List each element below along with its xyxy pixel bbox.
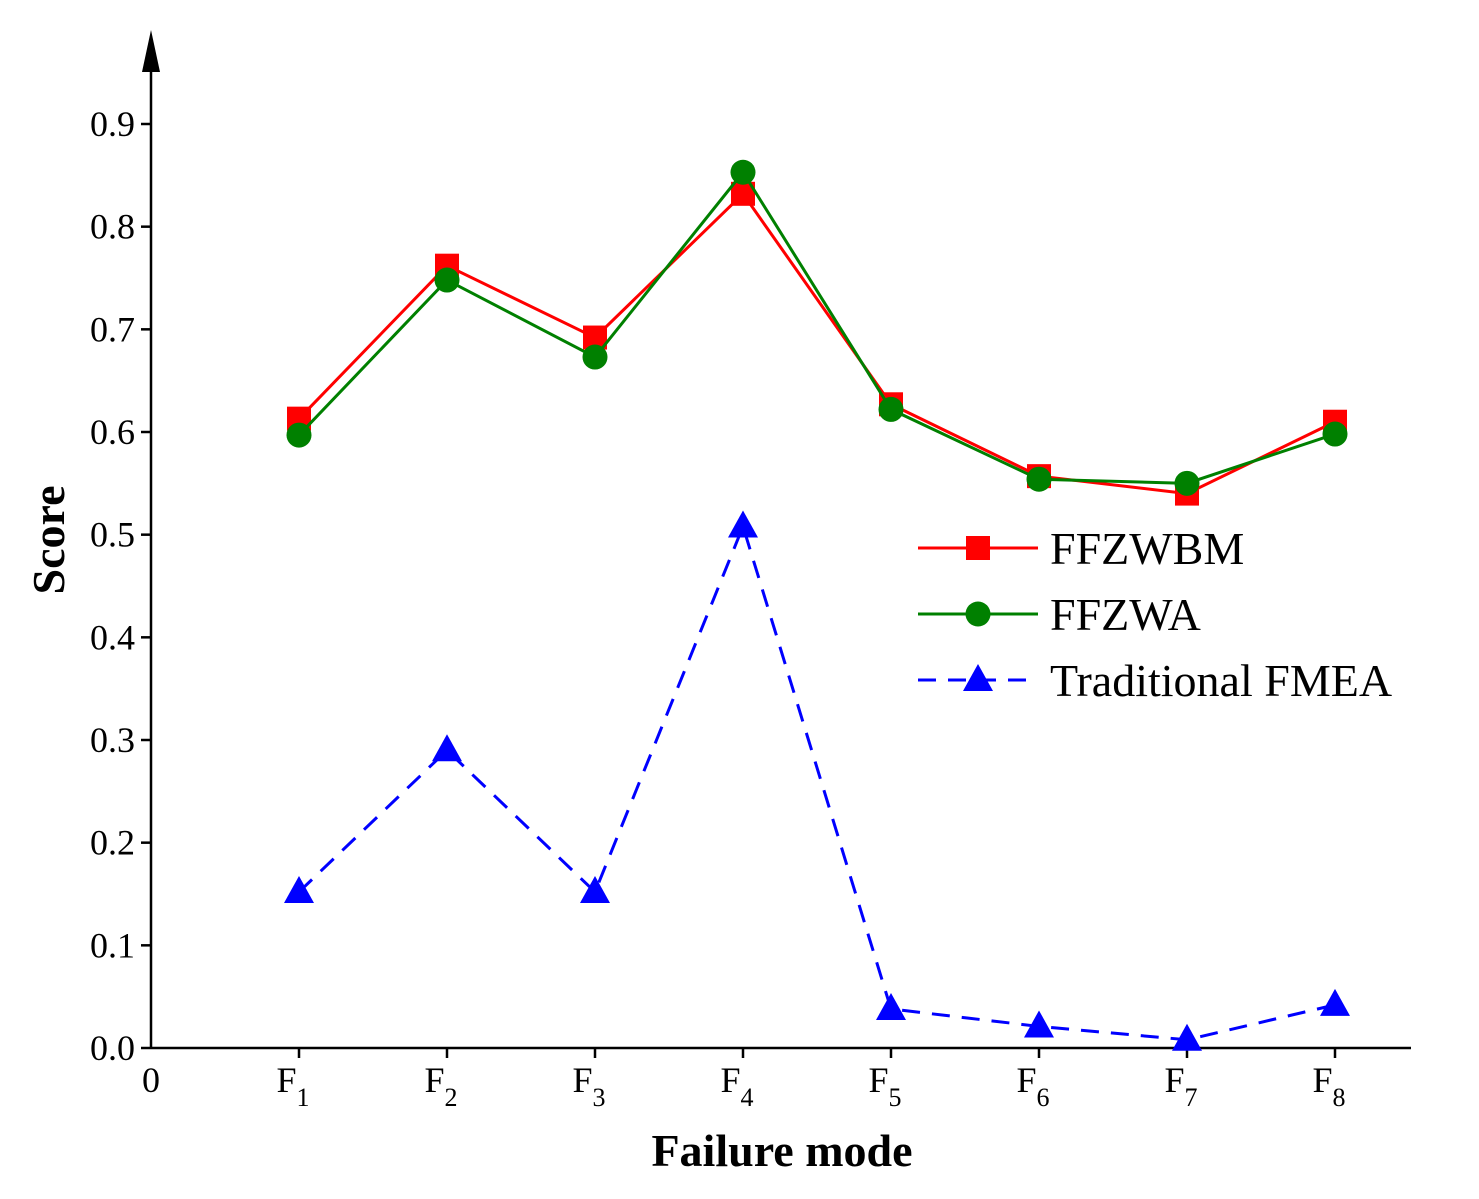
- series-traditional-fmea: [284, 510, 1350, 1051]
- data-point: [582, 344, 608, 370]
- series-ffzwbm: [287, 181, 1347, 506]
- data-point: [1320, 988, 1350, 1016]
- data-point: [286, 422, 312, 448]
- series-layer: [284, 159, 1350, 1051]
- data-point: [580, 875, 610, 903]
- series-line: [297, 169, 1336, 485]
- series-line: [297, 191, 1336, 496]
- legend-item: FFZWBM: [918, 523, 1244, 574]
- data-point: [434, 267, 460, 293]
- x-tick-label: F6: [1016, 1060, 1049, 1112]
- y-tick-label: 0.7: [90, 309, 135, 349]
- legend-label: FFZWA: [1050, 589, 1201, 640]
- data-point: [284, 875, 314, 903]
- legend-label: Traditional FMEA: [1050, 655, 1392, 706]
- legend-marker: [966, 536, 990, 560]
- data-point: [876, 992, 906, 1020]
- data-point: [1174, 470, 1200, 496]
- y-tick-label: 0.0: [90, 1028, 135, 1068]
- data-point: [1024, 1010, 1054, 1038]
- y-tick-label: 0.3: [90, 720, 135, 760]
- data-point: [1026, 466, 1052, 492]
- legend-marker: [965, 601, 991, 627]
- x-axis-title: Failure mode: [651, 1125, 912, 1176]
- legend-item: Traditional FMEA: [918, 655, 1392, 706]
- data-point: [432, 734, 462, 762]
- data-point: [1322, 421, 1348, 447]
- y-tick-label: 0.9: [90, 104, 135, 144]
- x-tick-label: F7: [1164, 1060, 1197, 1112]
- y-tick-label: 0.8: [90, 207, 135, 247]
- y-tick-label: 0.2: [90, 823, 135, 863]
- data-point: [1172, 1023, 1202, 1051]
- y-tick-label: 0.6: [90, 412, 135, 452]
- series-ffzwa: [286, 159, 1348, 496]
- data-point: [728, 510, 758, 538]
- axes: 0.0 0.1 0.2 0.3 0.4 0.5 0.6 0.7 0.8 0.9 0 F1 F2 F3 F4 F…: [90, 30, 1411, 1112]
- x-tick-label: F2: [424, 1060, 457, 1112]
- y-tick-label: 0.5: [90, 515, 135, 555]
- x-tick-label: F1: [276, 1060, 309, 1112]
- x-tick-label: F3: [572, 1060, 605, 1112]
- legend-label: FFZWBM: [1050, 523, 1244, 574]
- data-point: [730, 159, 756, 185]
- series-line: [297, 521, 1336, 1042]
- legend-item: FFZWA: [918, 589, 1201, 640]
- y-tick-label: 0.4: [90, 617, 135, 657]
- legend: FFZWBM FFZWA Traditional FMEA: [918, 523, 1392, 706]
- x-tick-label: F8: [1312, 1060, 1345, 1112]
- x-tick-label: F4: [720, 1060, 753, 1112]
- y-tick-label: 0.1: [90, 925, 135, 965]
- x-origin-label: 0: [142, 1060, 160, 1100]
- data-point: [878, 396, 904, 422]
- legend-marker: [963, 664, 993, 691]
- x-tick-label: F5: [868, 1060, 901, 1112]
- y-axis-arrow: [142, 30, 160, 72]
- y-axis-title: Score: [23, 485, 74, 594]
